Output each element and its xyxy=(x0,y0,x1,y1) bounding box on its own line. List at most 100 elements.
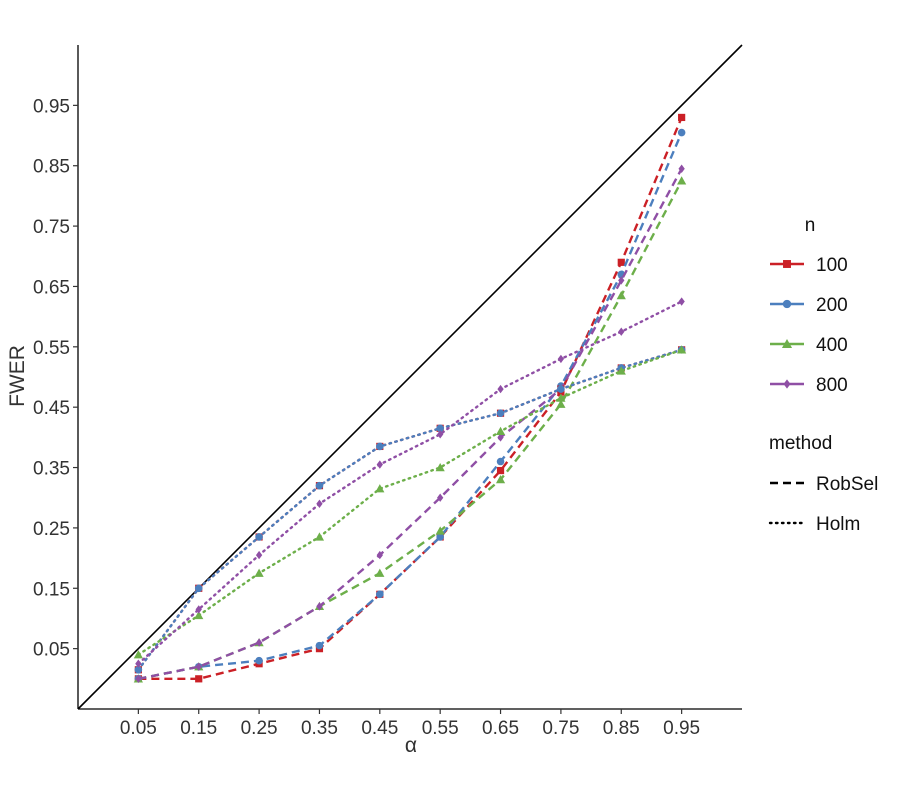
data-point-marker xyxy=(437,493,444,502)
series-line xyxy=(137,348,683,656)
series-robsel-n400 xyxy=(133,176,687,683)
data-point-marker xyxy=(437,430,444,439)
data-point-marker xyxy=(435,462,445,472)
data-point-marker xyxy=(435,526,445,535)
reference-diagonal-line xyxy=(77,44,743,710)
data-point-marker xyxy=(376,442,384,451)
data-point-marker xyxy=(678,113,686,122)
data-point-marker xyxy=(134,665,143,674)
x-tick-label: 0.75 xyxy=(542,718,579,739)
series-holm-n800 xyxy=(135,297,685,668)
legend: n 100 200 400 800 method RobSel Holm xyxy=(768,215,878,535)
y-tick-label: 0.45 xyxy=(33,398,70,419)
data-point-marker xyxy=(618,327,625,336)
data-point-marker xyxy=(376,460,383,469)
series-robsel-n800 xyxy=(135,164,685,684)
data-point-marker xyxy=(315,481,324,490)
data-point-marker xyxy=(496,466,505,475)
legend-n-item-400: 400 xyxy=(770,335,848,356)
data-point-marker xyxy=(557,385,565,393)
legend-n-label: 800 xyxy=(816,375,848,396)
legend-n-item-800: 800 xyxy=(770,375,848,396)
series-robsel-n100 xyxy=(134,113,686,683)
legend-method-item-holm: Holm xyxy=(768,514,860,535)
x-tick-label: 0.85 xyxy=(603,718,640,739)
data-point-marker xyxy=(376,550,383,560)
y-axis-ticks: 0.05 0.15 0.25 0.35 0.45 0.55 0.65 0.75 0.85 0.95 xyxy=(33,96,78,661)
legend-method-item-robsel: RobSel xyxy=(770,474,878,495)
series-holm-n100 xyxy=(134,346,686,674)
y-tick-label: 0.75 xyxy=(33,217,70,238)
data-point-marker xyxy=(133,650,143,659)
data-point-marker xyxy=(135,674,142,684)
y-tick-label: 0.25 xyxy=(33,519,70,540)
legend-n-items: 100 200 400 800 xyxy=(770,255,848,396)
legend-title-n: n xyxy=(805,215,816,236)
series-robsel-n200 xyxy=(134,128,686,683)
data-point-marker xyxy=(557,354,565,364)
legend-n-item-200: 200 xyxy=(770,295,848,316)
axes: 0.05 0.15 0.25 0.35 0.45 0.55 0.65 0.75 0.85 0.95… xyxy=(6,45,742,757)
y-tick-label: 0.95 xyxy=(33,96,70,117)
legend-n-item-100: 100 xyxy=(770,255,848,276)
legend-n-label: 400 xyxy=(816,335,848,356)
series-line xyxy=(137,300,683,665)
data-point-marker xyxy=(254,568,264,577)
y-axis-title: FWER xyxy=(6,345,29,407)
data-point-marker xyxy=(497,384,504,394)
data-point-marker xyxy=(556,399,566,408)
legend-n-label: 200 xyxy=(816,295,848,316)
data-point-marker xyxy=(497,433,504,442)
x-axis-title: α xyxy=(405,734,417,757)
series-line xyxy=(137,348,683,671)
data-point-marker xyxy=(678,297,685,306)
plot-area xyxy=(77,44,743,710)
series-line xyxy=(138,180,683,680)
data-point-marker xyxy=(376,590,384,599)
series-line xyxy=(138,116,683,681)
data-point-marker xyxy=(618,276,625,285)
data-point-marker xyxy=(677,128,686,137)
legend-key-marker xyxy=(782,299,792,309)
legend-method-label: Holm xyxy=(816,514,860,535)
data-point-marker xyxy=(677,345,687,354)
data-point-marker xyxy=(495,475,506,484)
data-point-marker xyxy=(316,499,323,508)
y-tick-label: 0.85 xyxy=(33,157,70,178)
legend-key-marker xyxy=(783,260,791,268)
data-point-marker xyxy=(255,533,263,541)
data-point-marker xyxy=(678,164,685,173)
data-point-marker xyxy=(314,532,325,541)
data-point-marker xyxy=(556,393,566,402)
x-tick-label: 0.25 xyxy=(241,718,278,739)
data-point-marker xyxy=(496,457,505,466)
x-tick-label: 0.15 xyxy=(180,718,217,739)
data-point-marker xyxy=(255,550,263,560)
data-point-marker xyxy=(194,610,204,620)
data-point-marker xyxy=(316,602,323,611)
x-tick-label: 0.55 xyxy=(422,718,459,739)
series-holm-n400 xyxy=(133,345,687,659)
y-tick-label: 0.35 xyxy=(33,459,70,480)
data-point-marker xyxy=(195,675,203,683)
data-point-marker xyxy=(495,426,506,436)
series-holm-n200 xyxy=(134,346,686,674)
data-point-marker xyxy=(436,424,444,433)
data-point-marker xyxy=(677,176,687,185)
data-point-marker xyxy=(135,659,142,668)
series-line xyxy=(138,132,683,680)
y-tick-label: 0.05 xyxy=(33,640,70,661)
x-tick-label: 0.05 xyxy=(120,718,157,739)
data-point-marker xyxy=(496,409,505,418)
legend-key-marker xyxy=(783,379,791,389)
x-tick-label: 0.45 xyxy=(361,718,398,739)
data-point-marker xyxy=(375,484,385,493)
data-point-marker xyxy=(315,641,324,650)
legend-title-method: method xyxy=(769,433,832,454)
y-tick-label: 0.65 xyxy=(33,277,70,298)
x-tick-label: 0.95 xyxy=(663,718,700,739)
x-axis-ticks: 0.05 0.15 0.25 0.35 0.45 0.55 0.65 0.75 0.85 0.95 xyxy=(120,709,700,739)
data-point-marker xyxy=(255,656,263,665)
y-tick-label: 0.55 xyxy=(33,338,70,359)
